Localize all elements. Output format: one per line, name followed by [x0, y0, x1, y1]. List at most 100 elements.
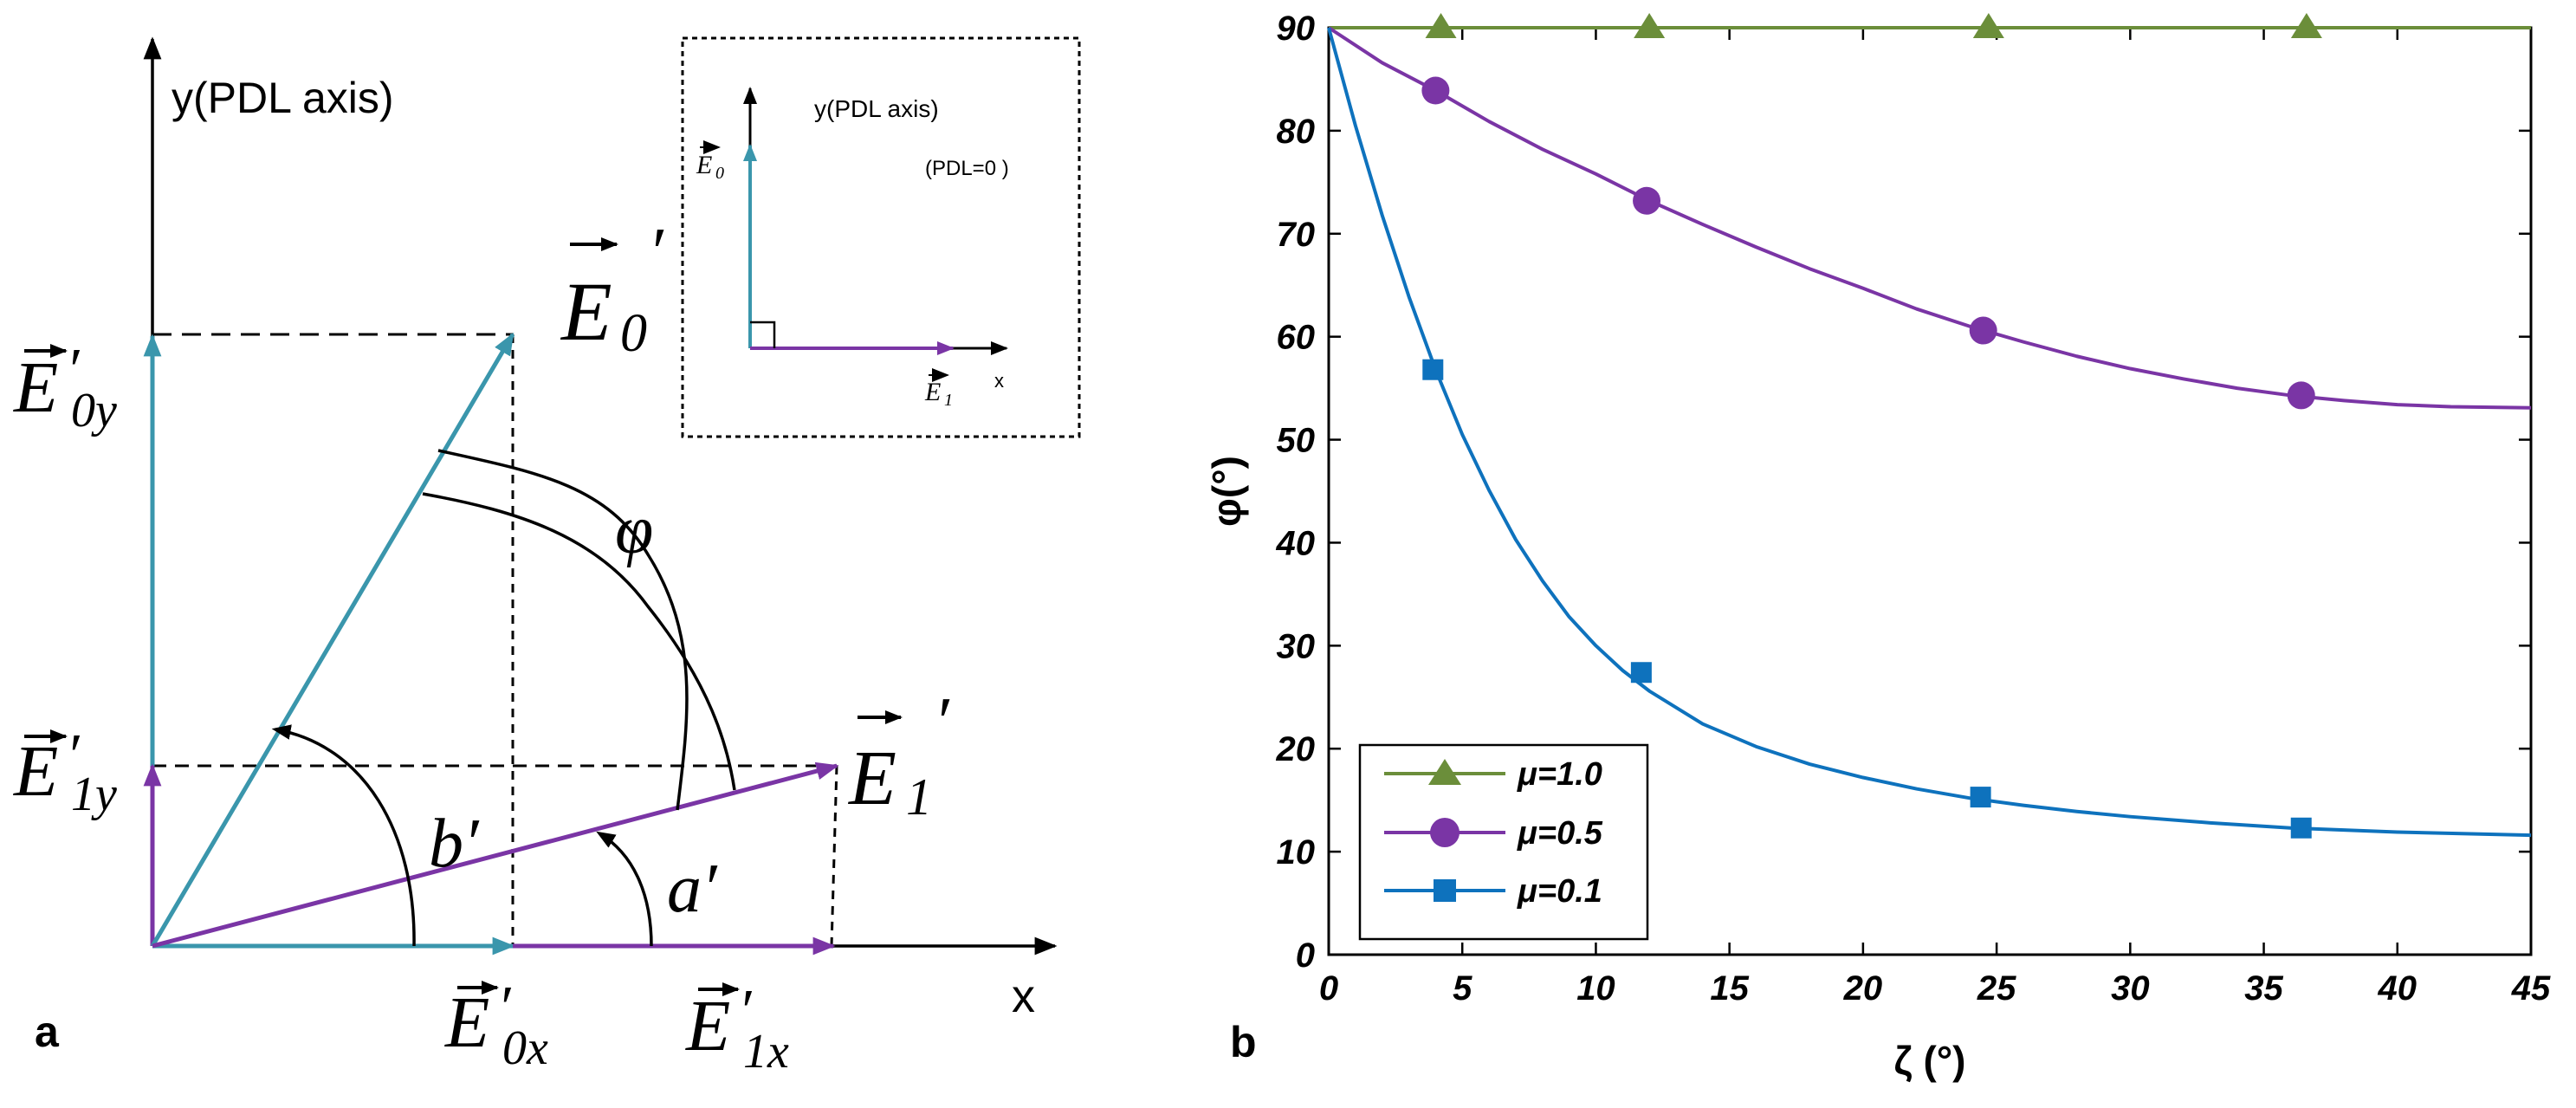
phi-bracket-inner: [437, 449, 689, 811]
data-point-triangle: [1634, 13, 1666, 38]
svg-text:′: ′: [648, 215, 664, 291]
legend: μ=1.0 μ=0.5 μ=0.1: [1358, 743, 1649, 941]
svg-text:μ=0.1: μ=0.1: [1517, 873, 1602, 910]
axis-ticks: 0 5 10 15 20 25 30 35 40 45 0 10 20 30 40 50 60 70 80 90: [1276, 10, 2551, 1008]
inset-pdl-note: (PDL=0 ): [925, 157, 1009, 180]
data-point-square: [2290, 817, 2312, 839]
x-tick-label: 15: [1710, 969, 1749, 1008]
dashed-e1-vertical: [830, 765, 838, 947]
vector-e0-prime: [150, 332, 515, 948]
series-line: [1327, 26, 2532, 410]
legend-item-mu-05: μ=0.5: [1384, 815, 1603, 852]
series-0: [1329, 13, 2531, 38]
svg-text:E: E: [696, 151, 712, 179]
series-2: [1327, 27, 2532, 839]
svg-text:E: E: [847, 735, 896, 821]
svg-text:0x: 0x: [502, 1021, 548, 1075]
y-tick-label: 90: [1277, 10, 1316, 48]
x-tick-label: 20: [1843, 969, 1883, 1008]
panel-a: y(PDL axis) x φ b′ a′ a E 0 ′: [13, 36, 1081, 1079]
svg-text:′: ′: [738, 978, 753, 1045]
data-point-square: [1422, 359, 1444, 380]
angle-b-label: b′: [429, 806, 480, 882]
svg-text:1: 1: [944, 391, 953, 410]
panel-b-label: b: [1230, 1018, 1257, 1066]
svg-text:E: E: [685, 986, 730, 1066]
inset-label-e1: E 1: [924, 368, 953, 410]
x-tick-label: 35: [2244, 969, 2283, 1008]
chart-series: [1327, 13, 2532, 839]
y-tick-label: 10: [1277, 833, 1316, 871]
legend-item-mu-01: μ=0.1: [1384, 873, 1602, 910]
label-e0-prime: E 0 ′: [560, 215, 664, 363]
series-line: [1327, 27, 2532, 838]
inset-pdl-zero: y(PDL axis) x (PDL=0 ) E 0 E 1: [681, 36, 1081, 438]
angle-a-label: a′: [667, 851, 718, 927]
svg-text:′: ′: [497, 975, 512, 1041]
panel-b-chart: 0 5 10 15 20 25 30 35 40 45 0 10 20 30 40 50 60 70 80 90 ζ …: [1204, 10, 2551, 1083]
phi-label: φ: [615, 492, 653, 568]
x-tick-label: 25: [1977, 969, 2016, 1008]
svg-text:0: 0: [620, 304, 647, 363]
x-tick-label: 45: [2511, 969, 2551, 1008]
series-1: [1327, 26, 2532, 410]
angle-a-arc: [596, 831, 653, 947]
inset-x-label: x: [994, 370, 1004, 392]
y-axis-label: y(PDL axis): [172, 74, 394, 122]
y-tick-label: 80: [1277, 113, 1316, 151]
legend-item-mu-1: μ=1.0: [1384, 756, 1602, 793]
data-point-square: [1630, 662, 1652, 684]
svg-text:1: 1: [906, 768, 932, 826]
svg-text:′: ′: [66, 337, 81, 404]
x-tick-label: 40: [2378, 969, 2417, 1008]
svg-text:μ=1.0: μ=1.0: [1517, 756, 1602, 793]
label-e0y: E ′ 0y: [13, 337, 117, 437]
svg-text:E: E: [13, 731, 58, 812]
svg-text:0y: 0y: [71, 384, 117, 437]
x-tick-label: 30: [2111, 969, 2150, 1008]
y-tick-label: 30: [1277, 627, 1316, 665]
x-axis-label: x: [1012, 970, 1035, 1022]
label-e1-prime: E 1 ′: [847, 684, 950, 826]
angle-b-arc: [271, 724, 416, 947]
inset-y-label: y(PDL axis): [814, 95, 939, 122]
inset-label-e0: E 0: [696, 140, 724, 183]
y-tick-label: 60: [1277, 319, 1316, 357]
data-point-circle: [1633, 186, 1661, 215]
vector-e1-prime: [152, 761, 839, 949]
svg-text:E: E: [444, 982, 489, 1063]
x-axis-title: ζ (°): [1894, 1038, 1966, 1083]
panel-a-label: a: [35, 1008, 60, 1056]
data-point-triangle: [1425, 13, 1457, 38]
label-e1x: E ′ 1x: [685, 978, 789, 1079]
data-point-square: [1970, 787, 1991, 808]
svg-text:1y: 1y: [71, 768, 117, 821]
svg-text:E: E: [560, 265, 612, 358]
svg-text:μ=0.5: μ=0.5: [1517, 815, 1603, 852]
x-tick-label: 5: [1453, 969, 1472, 1008]
svg-text:E: E: [13, 347, 58, 428]
x-tick-label: 0: [1319, 969, 1338, 1008]
svg-text:′: ′: [934, 684, 950, 761]
label-e0x: E ′ 0x: [444, 975, 548, 1075]
svg-text:′: ′: [66, 722, 81, 789]
y-tick-label: 40: [1276, 524, 1316, 562]
y-tick-label: 70: [1277, 216, 1316, 254]
svg-text:E: E: [924, 378, 941, 406]
y-tick-label: 50: [1277, 422, 1316, 460]
data-point-triangle: [2290, 13, 2322, 38]
x-tick-label: 10: [1576, 969, 1615, 1008]
data-point-triangle: [1972, 13, 2004, 38]
inset-right-angle: [750, 321, 776, 348]
phi-bracket-outer: [422, 492, 736, 791]
data-point-circle: [1421, 76, 1450, 105]
data-point-circle: [2287, 381, 2315, 410]
label-e1y: E ′ 1y: [13, 722, 117, 821]
data-point-circle: [1969, 316, 1997, 345]
svg-text:1x: 1x: [743, 1025, 789, 1079]
y-tick-label: 0: [1296, 936, 1315, 975]
y-tick-label: 20: [1276, 730, 1316, 768]
svg-text:0: 0: [715, 164, 724, 183]
y-axis-title: φ(°): [1204, 456, 1249, 527]
